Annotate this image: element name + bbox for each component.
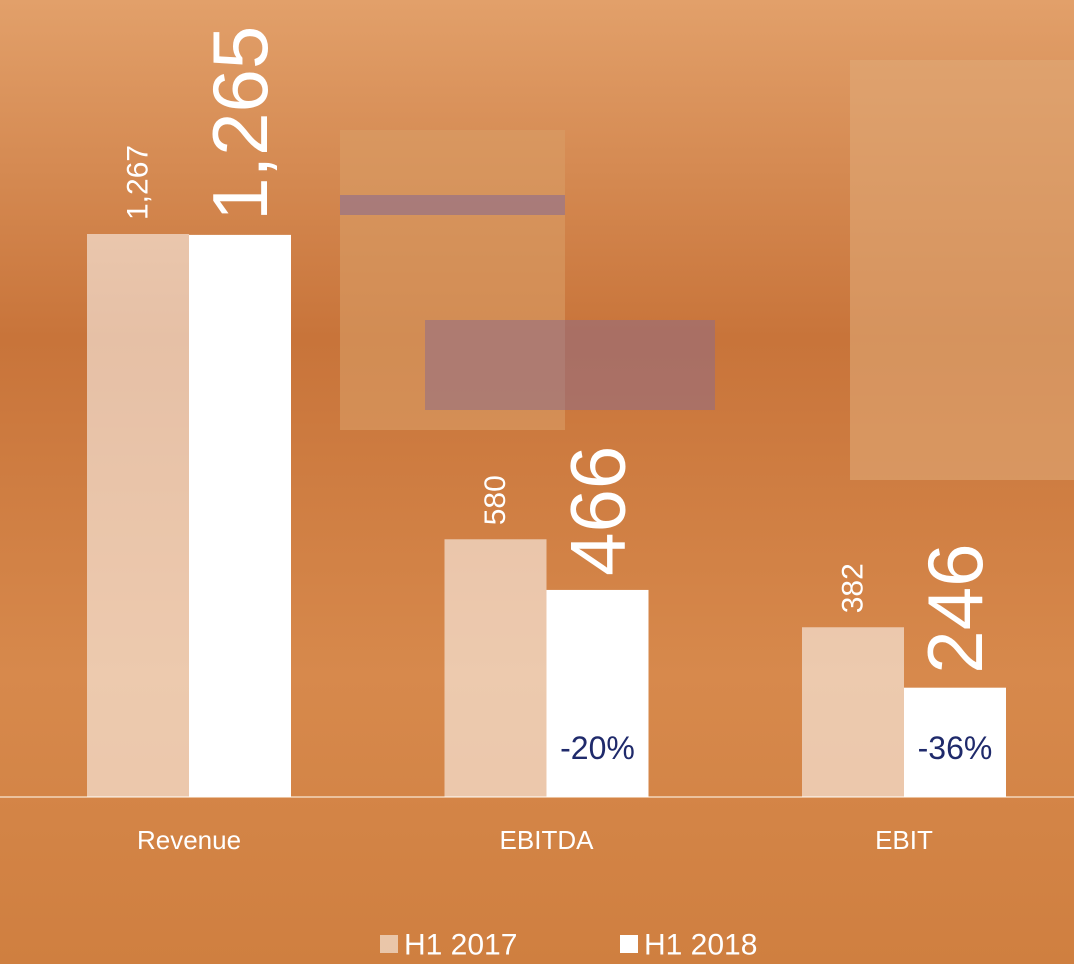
data-label: 580 <box>479 475 512 525</box>
legend-swatch <box>380 935 398 953</box>
legend-label: H1 2018 <box>644 929 757 962</box>
data-label: 1,267 <box>122 145 155 220</box>
legend-label: H1 2017 <box>404 929 517 962</box>
change-label: -20% <box>560 730 635 766</box>
bar <box>445 539 547 797</box>
data-label: 1,265 <box>196 26 284 221</box>
background-building <box>425 320 715 410</box>
data-label: 466 <box>554 446 642 576</box>
data-label: 246 <box>911 544 999 674</box>
chart: Revenue 1,267 1,265 EBITDA 580 466 -20% EBIT 382… <box>0 0 1074 964</box>
x-tick-label: EBIT <box>875 825 933 855</box>
legend-swatch <box>620 935 638 953</box>
bar <box>802 627 904 797</box>
data-label: 382 <box>837 563 870 613</box>
bar <box>87 234 189 797</box>
x-tick-label: Revenue <box>137 825 241 855</box>
change-label: -36% <box>918 730 993 766</box>
background-stripe <box>340 195 565 215</box>
x-tick-label: EBITDA <box>500 825 595 855</box>
background-building <box>850 60 1074 480</box>
bar <box>189 235 291 797</box>
